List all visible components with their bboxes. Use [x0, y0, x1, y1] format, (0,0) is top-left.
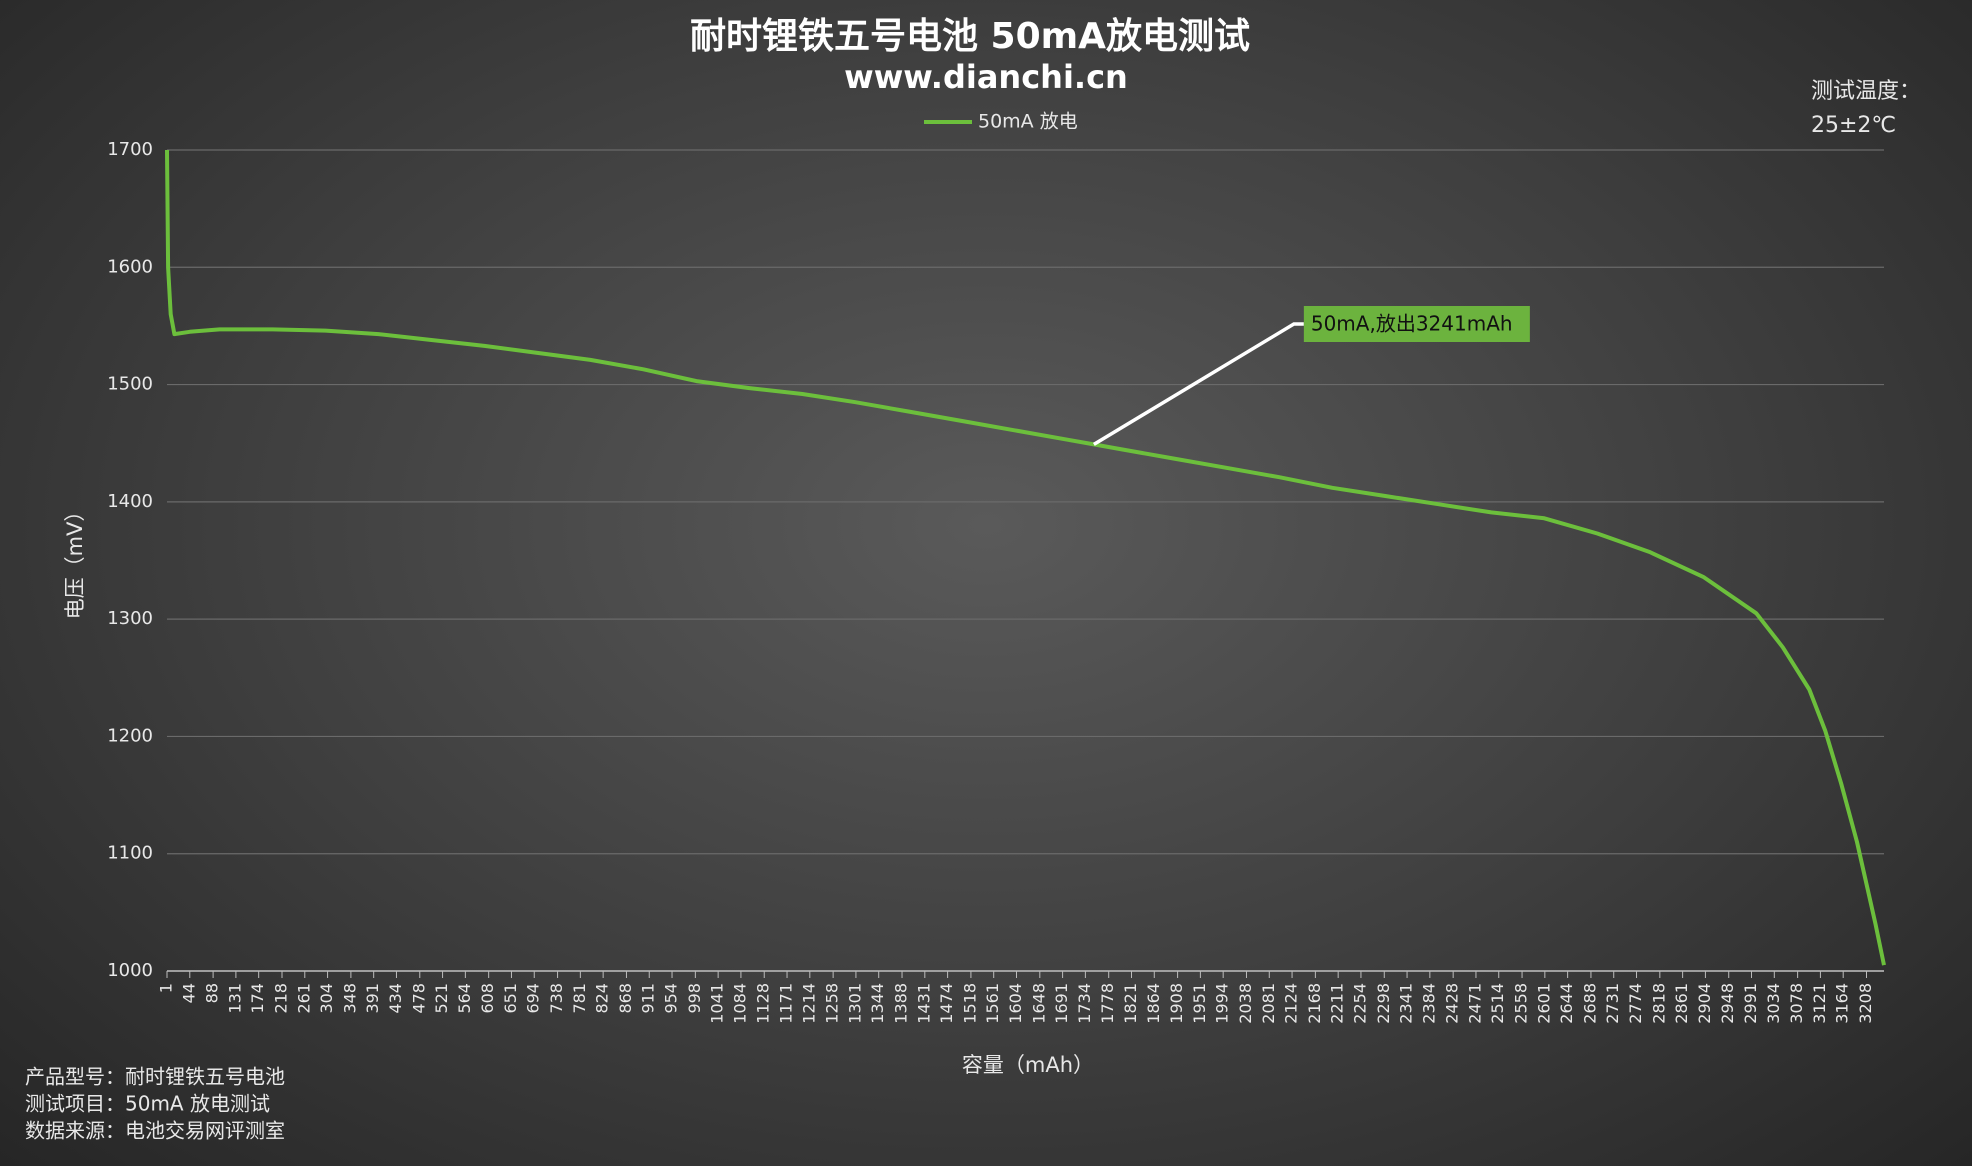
chart-title: 耐时锂铁五号电池 50mA放电测试 — [690, 16, 1250, 57]
x-tick-label: 391 — [363, 983, 382, 1014]
x-tick-label: 2991 — [1741, 983, 1760, 1024]
x-tick-label: 1604 — [1006, 983, 1025, 1024]
x-tick-label: 1258 — [823, 983, 842, 1024]
y-tick-label: 1600 — [107, 256, 153, 277]
x-tick-label: 2514 — [1488, 983, 1507, 1024]
x-tick-label: 1864 — [1144, 983, 1163, 1024]
x-tick-label: 1388 — [892, 983, 911, 1024]
annotation-text: 50mA,放出3241mAh — [1311, 312, 1513, 336]
x-tick-label: 1691 — [1052, 983, 1071, 1024]
x-tick-label: 1084 — [730, 983, 749, 1024]
x-tick-label: 2168 — [1305, 983, 1324, 1024]
x-tick-label: 3208 — [1856, 983, 1875, 1024]
x-tick-label: 1 — [157, 983, 176, 993]
temperature-label: 测试温度： — [1811, 79, 1921, 104]
x-tick-label: 1778 — [1098, 983, 1117, 1024]
y-tick-label: 1200 — [107, 725, 153, 746]
x-tick-label: 911 — [639, 983, 658, 1014]
x-tick-label: 304 — [317, 983, 336, 1014]
x-tick-label: 1908 — [1167, 983, 1186, 1024]
x-tick-label: 1474 — [937, 983, 956, 1024]
x-tick-label: 738 — [547, 983, 566, 1014]
x-tick-label: 348 — [340, 983, 359, 1014]
x-tick-label: 1821 — [1121, 983, 1140, 1024]
y-tick-label: 1500 — [107, 374, 153, 395]
x-tick-label: 2471 — [1465, 983, 1484, 1024]
x-tick-label: 2211 — [1328, 983, 1347, 1024]
x-tick-label: 1994 — [1213, 983, 1232, 1024]
x-tick-label: 1648 — [1029, 983, 1048, 1024]
x-tick-label: 2558 — [1512, 983, 1531, 1024]
x-tick-label: 1951 — [1190, 983, 1209, 1024]
x-tick-label: 2601 — [1534, 983, 1553, 1024]
x-tick-label: 218 — [271, 983, 290, 1014]
footer-line: 数据来源：电池交易网评测室 — [25, 1119, 285, 1143]
x-tick-label: 651 — [501, 983, 520, 1014]
annotation-leader — [1092, 322, 1304, 446]
x-tick-label: 1518 — [960, 983, 979, 1024]
x-tick-label: 2254 — [1350, 983, 1369, 1024]
x-tick-label: 131 — [225, 983, 244, 1014]
x-tick-label: 44 — [179, 983, 198, 1003]
x-tick-label: 1041 — [708, 983, 727, 1024]
chart-subtitle: www.dianchi.cn — [844, 58, 1128, 96]
x-tick-label: 3164 — [1833, 983, 1852, 1024]
x-tick-label: 564 — [455, 983, 474, 1014]
footer-line: 测试项目：50mA 放电测试 — [25, 1092, 270, 1116]
y-tick-label: 1700 — [107, 139, 153, 160]
x-tick-label: 521 — [432, 983, 451, 1014]
y-tick-label: 1300 — [107, 608, 153, 629]
x-tick-label: 261 — [294, 983, 313, 1014]
x-tick-label: 2298 — [1374, 983, 1393, 1024]
x-tick-label: 2038 — [1236, 983, 1255, 1024]
x-tick-label: 2948 — [1718, 983, 1737, 1024]
x-tick-label: 2861 — [1672, 983, 1691, 1024]
x-tick-label: 1344 — [868, 983, 887, 1024]
x-tick-label: 478 — [409, 983, 428, 1014]
annotation-box — [1303, 306, 1530, 342]
x-tick-label: 781 — [570, 983, 589, 1014]
x-tick-label: 2688 — [1580, 983, 1599, 1024]
y-axis-label: 电压（mV） — [63, 501, 87, 620]
x-tick-label: 1431 — [914, 983, 933, 1024]
x-tick-label: 2774 — [1626, 983, 1645, 1024]
x-tick-label: 2731 — [1603, 983, 1622, 1024]
y-tick-label: 1100 — [107, 843, 153, 864]
x-tick-label: 954 — [662, 983, 681, 1014]
y-tick-label: 1400 — [107, 491, 153, 512]
x-tick-label: 1171 — [777, 983, 796, 1024]
x-tick-label: 608 — [478, 983, 497, 1014]
y-tick-label: 1000 — [107, 960, 153, 981]
x-tick-label: 694 — [524, 983, 543, 1014]
x-tick-label: 3078 — [1787, 983, 1806, 1024]
legend-label: 50mA 放电 — [978, 111, 1078, 133]
x-tick-label: 824 — [593, 983, 612, 1014]
x-tick-label: 3034 — [1764, 983, 1783, 1024]
x-tick-label: 2124 — [1282, 983, 1301, 1024]
temperature-value: 25±2℃ — [1811, 113, 1896, 138]
x-tick-label: 2384 — [1419, 983, 1438, 1024]
x-tick-label: 2644 — [1557, 983, 1576, 1024]
x-tick-label: 2081 — [1259, 983, 1278, 1024]
x-tick-label: 998 — [685, 983, 704, 1014]
x-tick-label: 174 — [248, 983, 267, 1014]
x-tick-label: 88 — [203, 983, 222, 1003]
x-tick-label: 2341 — [1397, 983, 1416, 1024]
x-tick-label: 434 — [386, 983, 405, 1014]
x-axis-label: 容量（mAh） — [962, 1053, 1094, 1077]
x-tick-label: 1734 — [1075, 983, 1094, 1024]
data-line — [165, 149, 1886, 966]
x-tick-label: 1561 — [983, 983, 1002, 1024]
x-tick-label: 2818 — [1649, 983, 1668, 1024]
x-tick-label: 3121 — [1810, 983, 1829, 1024]
x-tick-label: 1214 — [799, 983, 818, 1024]
x-tick-label: 1301 — [845, 983, 864, 1024]
x-tick-label: 868 — [616, 983, 635, 1014]
x-tick-label: 1128 — [754, 983, 773, 1024]
footer-line: 产品型号：耐时锂铁五号电池 — [25, 1065, 285, 1089]
x-tick-label: 2428 — [1443, 983, 1462, 1024]
x-tick-label: 2904 — [1695, 983, 1714, 1024]
